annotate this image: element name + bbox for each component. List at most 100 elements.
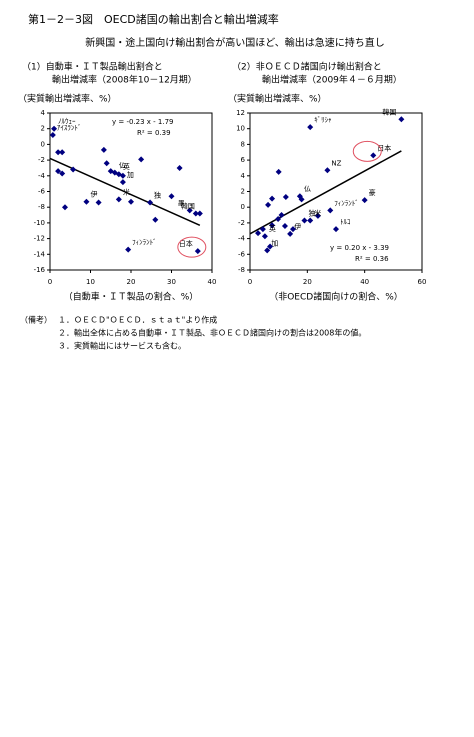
x-tick-label: 0 [248,278,252,286]
point [398,116,405,123]
y-tick-label: -10 [34,219,45,227]
y-tick-label: -6 [38,188,46,196]
point-label: 韓国 [382,107,396,116]
point [333,226,339,233]
point [265,201,272,208]
y-tick-label: -6 [238,250,246,258]
x-tick-label: 40 [208,278,217,286]
point [324,167,331,174]
y-tick-label: 6 [241,156,246,164]
note: １．ＯＥＣＤ"ＯＥＣＤ．ｓｔａｔ"より作成 [58,315,217,325]
y-tick-label: 0 [41,140,45,148]
point-label: 仏 [119,162,126,170]
point [100,146,107,153]
point [269,222,276,229]
point [269,195,276,202]
point [70,166,77,173]
point [119,172,126,179]
note: ２．輸出全体に占める自動車・ＩＴ製品、非ＯＥＣＤ諸国向けの割合は2008年の値。 [58,328,366,338]
figure-title: 第1－2－3図 OECD諸国の輸出割合と輸出増減率 [28,12,279,26]
y-tick-label: 0 [241,203,245,211]
point-label: 米 [314,209,321,218]
x-axis-label: （非OECD諸国向けの割合、%） [269,291,403,303]
point [314,212,321,219]
y-tick-label: 12 [236,109,245,117]
y-axis-label: （実質輸出増減率、%） [228,93,327,105]
point [51,125,58,132]
point-label: 韓国 [181,201,195,210]
note: ３．実質輸出にはサービスも含む。 [58,341,186,351]
point-label: 日本 [377,143,391,152]
chart-title: （2）非ＯＥＣＤ諸国向け輸出割合と [232,61,382,73]
point-label: 独 [154,190,161,199]
point [55,168,62,175]
point-label: 米 [123,187,130,196]
y-tick-label: -16 [34,266,46,274]
highlight-circle [177,236,207,258]
trend-equation: y = 0.20 x - 3.39 [330,244,389,252]
point [125,246,132,253]
x-tick-label: 40 [360,278,369,286]
point [370,152,377,159]
x-tick-label: 60 [418,278,427,286]
trend-equation: y = -0.23 x - 1.79 [112,118,174,126]
point [301,217,308,224]
y-tick-label: 8 [241,140,245,148]
point [327,207,334,214]
point-label: 墨 [178,199,185,207]
trend-line [249,150,402,235]
x-tick-label: 20 [303,278,312,286]
point-label: 仏 [304,185,311,193]
point-label: 独 [308,209,315,218]
y-tick-label: 4 [41,109,46,117]
point-label: ｱｲｽﾗﾝﾄﾞ [57,124,82,132]
point-label: 豪 [369,188,376,197]
point [119,179,126,186]
y-axis-label: （実質輸出増減率、%） [18,93,117,105]
point-label: 伊 [90,190,97,199]
y-tick-label: -4 [238,235,246,243]
point [168,193,175,200]
chart-title: 輸出増減率（2008年10－12月期） [52,74,197,86]
y-tick-label: -14 [34,250,46,258]
point [59,149,66,156]
point [287,230,294,237]
x-tick-label: 20 [127,278,136,286]
point [264,247,271,254]
point [278,212,285,219]
point [103,160,110,167]
point [147,199,154,206]
point [290,226,296,233]
point [83,198,90,205]
point [255,230,262,237]
point-label: ﾌｨﾝﾗﾝﾄﾞ [132,239,157,247]
x-tick-label: 0 [48,278,52,286]
point [275,215,282,222]
highlight-circle [352,140,382,162]
point [176,164,183,171]
point-label: ﾉﾙｳｪｰ [58,118,76,126]
point [298,196,305,203]
y-tick-label: -4 [38,172,46,180]
chart-title: （1）自動車・ＩＴ製品輸出割合と [22,61,163,73]
point [138,156,145,163]
trend-r2: R² = 0.36 [355,255,389,263]
point [115,196,122,203]
y-tick-label: -12 [34,235,45,243]
point [267,243,274,250]
point [196,210,203,217]
point-label: 伊 [294,222,301,231]
point-label: 加 [271,238,278,247]
trend-r2: R² = 0.39 [137,129,171,137]
point-label: ｷﾞﾘｼｬ [314,116,332,124]
y-tick-label: -8 [38,203,45,211]
point [275,168,282,175]
y-tick-label: -2 [238,219,245,227]
point-label: 英 [269,224,276,233]
point [55,149,62,156]
point-label: 英 [123,162,130,171]
point-label: 加 [127,170,134,179]
point [307,217,314,224]
y-tick-label: 2 [41,125,45,133]
